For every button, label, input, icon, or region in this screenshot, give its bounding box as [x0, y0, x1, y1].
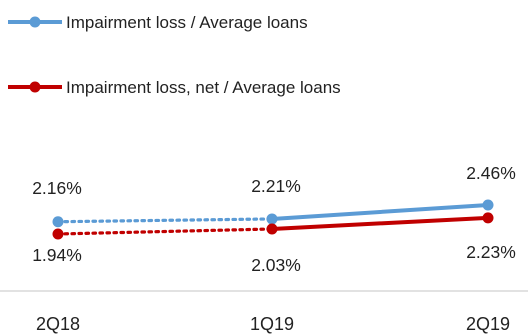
series-layer [52, 199, 494, 240]
series-0-solid-segment [270, 203, 490, 221]
legend-marker-0 [29, 16, 41, 28]
legend-label-0: Impairment loss / Average loans [66, 13, 308, 32]
data-label-s1-0: 1.94% [32, 245, 82, 265]
series-0-point-1 [266, 213, 278, 225]
series-0-point-2 [482, 199, 494, 211]
data-labels: 2.16% 2.21% 2.46% 1.94% 2.03% 2.23% [32, 163, 516, 275]
series-0-point-0 [52, 216, 64, 228]
series-1-point-0 [52, 228, 64, 240]
x-tick-label-0: 2Q18 [36, 314, 80, 334]
series-1-point-2 [482, 212, 494, 224]
series-1-solid-segment [270, 215, 490, 231]
legend-marker-1 [29, 81, 41, 93]
legend: Impairment loss / Average loans Impairmen… [8, 13, 341, 97]
data-label-s1-2: 2.23% [466, 242, 516, 262]
series-1-point-1 [266, 223, 278, 235]
data-label-s1-1: 2.03% [251, 255, 301, 275]
data-label-s0-0: 2.16% [32, 178, 82, 198]
x-axis-ticks: 2Q18 1Q19 2Q19 [36, 314, 510, 334]
data-label-s0-1: 2.21% [251, 176, 301, 196]
x-tick-label-1: 1Q19 [250, 314, 294, 334]
data-label-s0-2: 2.46% [466, 163, 516, 183]
series-0-dotted-segment [56, 217, 274, 224]
x-tick-label-2: 2Q19 [466, 314, 510, 334]
legend-label-1: Impairment loss, net / Average loans [66, 78, 341, 97]
series-1-dotted-segment [56, 227, 274, 236]
